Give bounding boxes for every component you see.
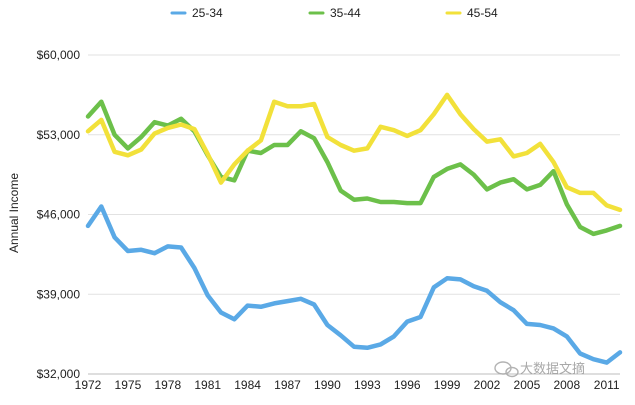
- legend-label: 45-54: [467, 6, 498, 20]
- watermark-text: 大数据文摘: [520, 361, 585, 377]
- y-tick-label: $60,000: [37, 48, 81, 62]
- x-tick-label: 1975: [115, 378, 142, 392]
- legend-item: 25-34: [170, 6, 223, 20]
- x-tick-label: 1978: [154, 378, 181, 392]
- series-lines: [85, 92, 623, 365]
- y-tick-label: $53,000: [37, 128, 81, 142]
- series-line-35-44: [85, 99, 623, 237]
- series-line-45-54: [85, 92, 623, 213]
- gridlines: [88, 54, 620, 375]
- x-tick-label: 1972: [75, 378, 102, 392]
- chat-bubble-icon: [494, 361, 519, 378]
- legend: 25-34 35-44 45-54: [170, 6, 498, 20]
- y-axis-ticks: $32,000 $39,000 $46,000 $53,000 $60,000: [37, 48, 81, 381]
- y-tick-label: $46,000: [37, 208, 81, 222]
- x-tick-label: 1990: [314, 378, 341, 392]
- legend-label: 25-34: [192, 6, 223, 20]
- x-tick-label: 1999: [434, 378, 461, 392]
- series-line-25-34: [85, 204, 623, 365]
- x-tick-label: 2011: [594, 378, 620, 392]
- y-axis-title: Annual Income: [7, 173, 21, 253]
- legend-label: 35-44: [330, 6, 361, 20]
- legend-item: 35-44: [308, 6, 361, 20]
- x-tick-label: 2005: [514, 378, 541, 392]
- x-tick-label: 2002: [474, 378, 501, 392]
- x-tick-label: 1984: [234, 378, 261, 392]
- x-tick-label: 1987: [274, 378, 301, 392]
- x-tick-label: 2008: [553, 378, 580, 392]
- x-tick-label: 1981: [194, 378, 221, 392]
- y-tick-label: $39,000: [37, 287, 81, 301]
- x-tick-label: 1996: [394, 378, 421, 392]
- x-axis-ticks: 1972 1975 1978 1981 1984 1987 1990 1993 1996 1999…: [75, 378, 620, 392]
- y-tick-label: $32,000: [37, 367, 81, 381]
- x-tick-label: 1993: [354, 378, 381, 392]
- legend-item: 45-54: [445, 6, 498, 20]
- watermark: 大数据文摘: [494, 361, 585, 378]
